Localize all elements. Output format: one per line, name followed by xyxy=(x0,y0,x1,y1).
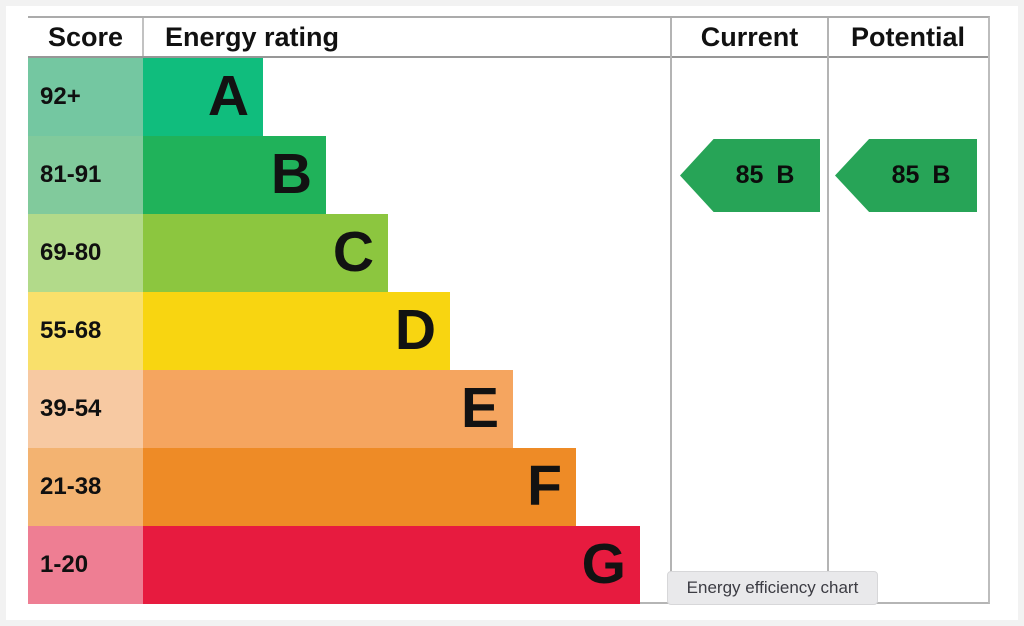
band-row-d: 55-68 D xyxy=(28,292,988,370)
header-current: Current xyxy=(700,22,799,52)
current-rating-band: B xyxy=(776,161,795,189)
divider-potential-column xyxy=(827,18,829,602)
band-row-a: 92+ A xyxy=(28,58,988,136)
potential-rating-arrow: 85 B xyxy=(835,139,977,212)
band-rows: 92+ A 81-91 B 69-80 xyxy=(28,58,988,604)
band-bar-area: D xyxy=(143,292,988,370)
band-letter: G xyxy=(581,531,626,596)
band-letter: C xyxy=(332,219,374,284)
header-score: Score xyxy=(47,22,124,52)
band-score-range: 81-91 xyxy=(28,136,143,214)
potential-rating-band: B xyxy=(932,161,951,189)
band-bar: G xyxy=(143,526,640,604)
band-bar-area: B xyxy=(143,136,988,214)
band-score-range: 39-54 xyxy=(28,370,143,448)
band-bar: D xyxy=(143,292,450,370)
band-bar-area: F xyxy=(143,448,988,526)
header-potential: Potential xyxy=(850,22,965,52)
band-letter: E xyxy=(460,375,499,440)
table-header-row: Score Energy rating Current Potential xyxy=(28,18,988,58)
band-bar-area: A xyxy=(143,58,988,136)
band-bar: F xyxy=(143,448,576,526)
header-energy-rating: Energy rating xyxy=(165,22,340,52)
band-bar-area: E xyxy=(143,370,988,448)
band-score-range: 92+ xyxy=(28,58,143,136)
potential-rating-value: 85 xyxy=(891,161,920,189)
divider-current-column xyxy=(670,18,672,602)
divider-score-rating xyxy=(142,18,144,56)
band-row-e: 39-54 E xyxy=(28,370,988,448)
band-letter: B xyxy=(270,141,312,206)
band-score-range: 1-20 xyxy=(28,526,143,604)
band-row-c: 69-80 C xyxy=(28,214,988,292)
band-bar-area: G xyxy=(143,526,988,604)
band-row-f: 21-38 F xyxy=(28,448,988,526)
chart-tooltip: Energy efficiency chart xyxy=(667,571,878,605)
band-row-b: 81-91 B xyxy=(28,136,988,214)
band-letter: F xyxy=(527,453,562,518)
band-score-range: 55-68 xyxy=(28,292,143,370)
band-letter: D xyxy=(394,297,436,362)
band-bar: B xyxy=(143,136,326,214)
band-bar: A xyxy=(143,58,263,136)
band-score-range: 69-80 xyxy=(28,214,143,292)
band-row-g: 1-20 G xyxy=(28,526,988,604)
band-bar: C xyxy=(143,214,388,292)
band-bar-area: C xyxy=(143,214,988,292)
band-letter: A xyxy=(207,63,249,128)
epc-rating-table: Score Energy rating Current Potential 92… xyxy=(28,16,990,604)
band-score-range: 21-38 xyxy=(28,448,143,526)
band-bar: E xyxy=(143,370,513,448)
current-rating-arrow: 85 B xyxy=(680,139,820,212)
current-rating-value: 85 xyxy=(735,161,764,189)
